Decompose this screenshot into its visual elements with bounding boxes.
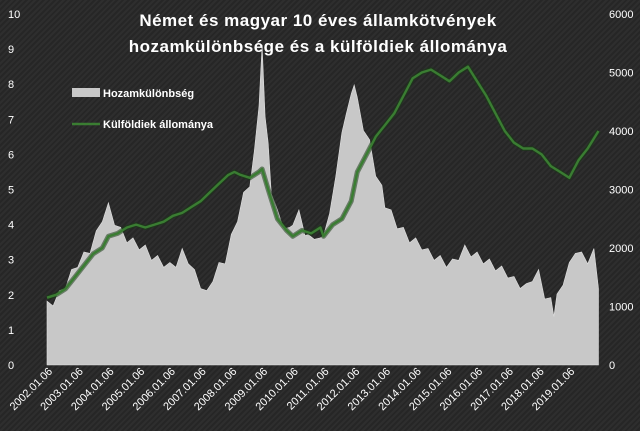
right-tick-label: 6000 [609,9,633,21]
title-line: hozamkülönbsége és a külföldiek állomány… [129,37,508,56]
left-tick-label: 3 [8,255,14,267]
x-axis-ticks: 2002.01.062003.01.062004.01.062005.01.06… [8,366,578,413]
legend: Hozamkülönbség Külföldiek állománya [72,88,214,131]
right-tick-label: 2000 [609,243,633,255]
chart-title: Német és magyar 10 éves államkötvények ho… [129,11,508,56]
left-tick-label: 8 [8,79,14,91]
left-tick-label: 9 [8,44,14,56]
left-tick-label: 10 [8,9,20,21]
left-tick-label: 4 [8,220,14,232]
left-tick-label: 5 [8,185,14,197]
title-line: Német és magyar 10 éves államkötvények [139,11,496,30]
left-tick-label: 0 [8,360,14,372]
left-tick-label: 1 [8,325,14,337]
line-layer [46,64,601,301]
left-tick-label: 2 [8,290,14,302]
right-tick-label: 5000 [609,68,633,80]
right-tick-label: 3000 [609,185,633,197]
left-tick-label: 6 [8,149,14,161]
left-axis-ticks: 0 1 2 3 4 5 6 7 8 9 10 [8,9,20,372]
right-tick-label: 0 [609,360,615,372]
right-axis-ticks: 0 1000 2000 3000 4000 5000 6000 [609,9,633,372]
right-tick-label: 1000 [609,302,633,314]
legend-label-line: Külföldiek állománya [103,119,214,131]
legend-swatch-area [72,88,100,97]
right-tick-label: 4000 [609,126,633,138]
legend-label-area: Hozamkülönbség [103,88,194,100]
holdings-line [46,65,600,299]
left-tick-label: 7 [8,114,14,126]
